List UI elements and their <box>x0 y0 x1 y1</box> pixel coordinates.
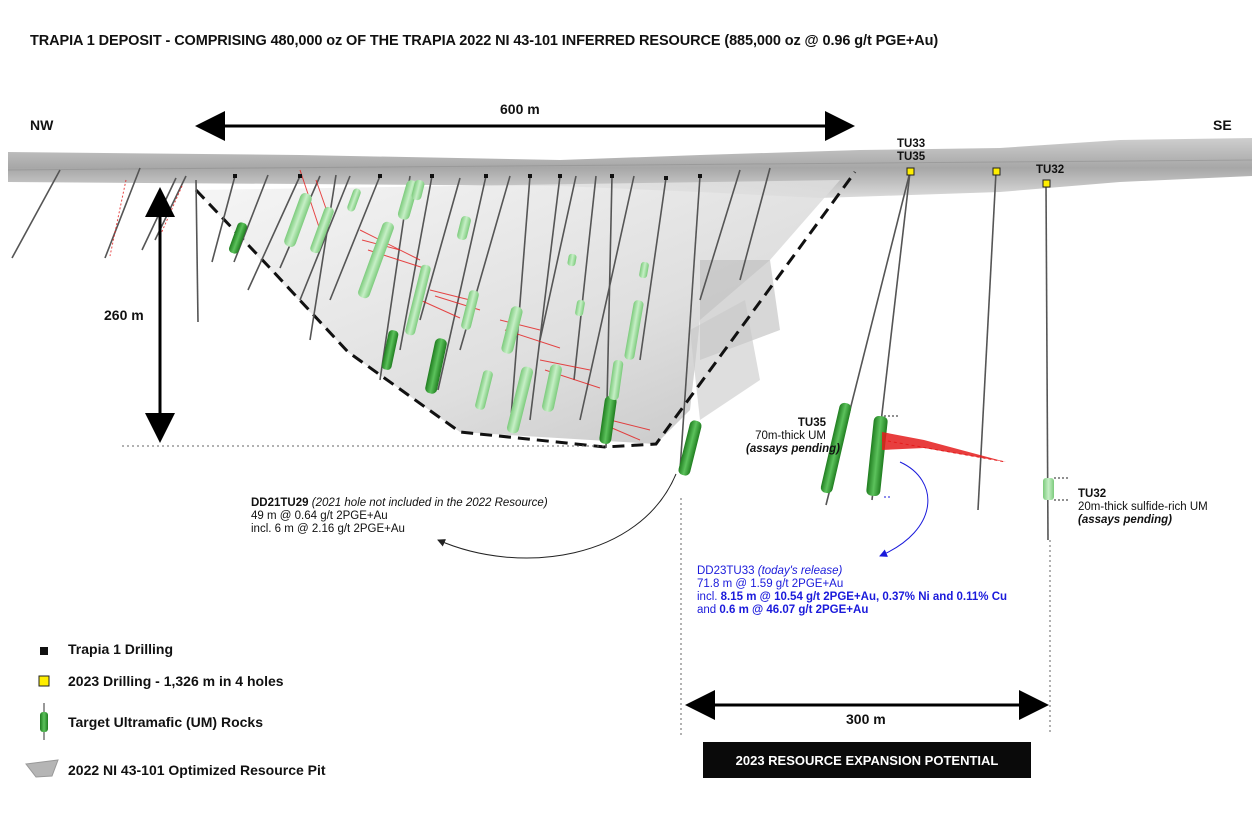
dd21tu29-note: (2021 hole not included in the 2022 Reso… <box>311 497 548 509</box>
dd23tu33-note: (today's release) <box>757 565 843 577</box>
direction-se-label: SE <box>1213 117 1232 133</box>
dd23tu33-callout-arrow <box>879 461 929 557</box>
tu32-annotation-hole: TU32 <box>1078 488 1107 500</box>
figure-title: TRAPIA 1 DEPOSIT - COMPRISING 480,000 oz… <box>30 33 939 49</box>
dd21tu29-annotation: DD21TU29 (2021 hole not included in the … <box>251 497 548 536</box>
tu33-collar-label: TU33 <box>897 138 926 150</box>
legend-item-trapia1-drilling: Trapia 1 Drilling <box>34 641 173 657</box>
tu32-um-core <box>1043 477 1070 501</box>
legend-item-um-rocks: Target Ultramafic (UM) Rocks <box>34 714 263 730</box>
tu35-um-core <box>820 402 852 494</box>
dd21tu29-hole: DD21TU29 <box>251 497 309 509</box>
tu35-annotation: TU35 70m-thick UM (assays pending) <box>746 417 840 456</box>
dd23tu33-hole: DD23TU33 <box>697 565 755 577</box>
tu35-annotation-status: (assays pending) <box>746 443 840 455</box>
pit-outline <box>194 171 857 449</box>
tu35-annotation-thickness: 70m-thick UM <box>755 430 826 442</box>
dd23tu33-incl-prefix: incl. <box>697 591 718 603</box>
collars-2023 <box>906 167 1051 188</box>
holes-2023 <box>825 171 1049 541</box>
legend-item-2023-drilling: 2023 Drilling - 1,326 m in 4 holes <box>34 673 284 689</box>
expansion-potential-label: 2023 RESOURCE EXPANSION POTENTIAL <box>703 742 1031 778</box>
width-600m-label: 600 m <box>500 101 540 117</box>
topographic-surface <box>7 138 1252 198</box>
dd21tu29-callout-arrow <box>437 473 677 559</box>
depth-260m-label: 260 m <box>104 307 144 323</box>
dd23tu33-and-prefix: and <box>697 604 717 616</box>
tu35-collar-label: TU35 <box>897 151 926 163</box>
tu33-um-core <box>866 415 888 497</box>
dd23tu33-incl-value: 8.15 m @ 10.54 g/t 2PGE+Au, 0.37% Ni and… <box>720 591 1008 603</box>
tu32-collar-label: TU32 <box>1036 164 1065 176</box>
legend-label: Target Ultramafic (UM) Rocks <box>68 714 264 730</box>
legend-symbols <box>25 647 59 778</box>
tu33-assay-spike <box>881 415 1007 498</box>
dd23tu33-annotation: DD23TU33 (today's release) 71.8 m @ 1.59… <box>697 565 1007 617</box>
collars-trapia1 <box>233 174 702 180</box>
dd21tu29-result: 49 m @ 0.64 g/t 2PGE+Au <box>251 510 388 522</box>
legend-label: 2023 Drilling - 1,326 m in 4 holes <box>68 673 284 689</box>
legend-label: 2022 NI 43-101 Optimized Resource Pit <box>68 762 326 778</box>
direction-nw-label: NW <box>30 117 54 133</box>
width-300m-label: 300 m <box>846 711 886 727</box>
legend-label: Trapia 1 Drilling <box>68 641 174 657</box>
dd23tu33-result: 71.8 m @ 1.59 g/t 2PGE+Au <box>697 578 844 590</box>
tu32-annotation-status: (assays pending) <box>1078 514 1172 526</box>
tu32-annotation-thickness: 20m-thick sulfide-rich UM <box>1078 501 1208 513</box>
tu32-annotation: TU32 20m-thick sulfide-rich UM (assays p… <box>1078 488 1208 527</box>
dd21tu29-include: incl. 6 m @ 2.16 g/t 2PGE+Au <box>251 523 405 535</box>
tu35-annotation-hole: TU35 <box>797 417 826 429</box>
legend-item-resource-pit: 2022 NI 43-101 Optimized Resource Pit <box>34 762 326 778</box>
dd23tu33-and-value: 0.6 m @ 46.07 g/t 2PGE+Au <box>719 604 869 616</box>
um-rock-cores <box>228 179 702 476</box>
